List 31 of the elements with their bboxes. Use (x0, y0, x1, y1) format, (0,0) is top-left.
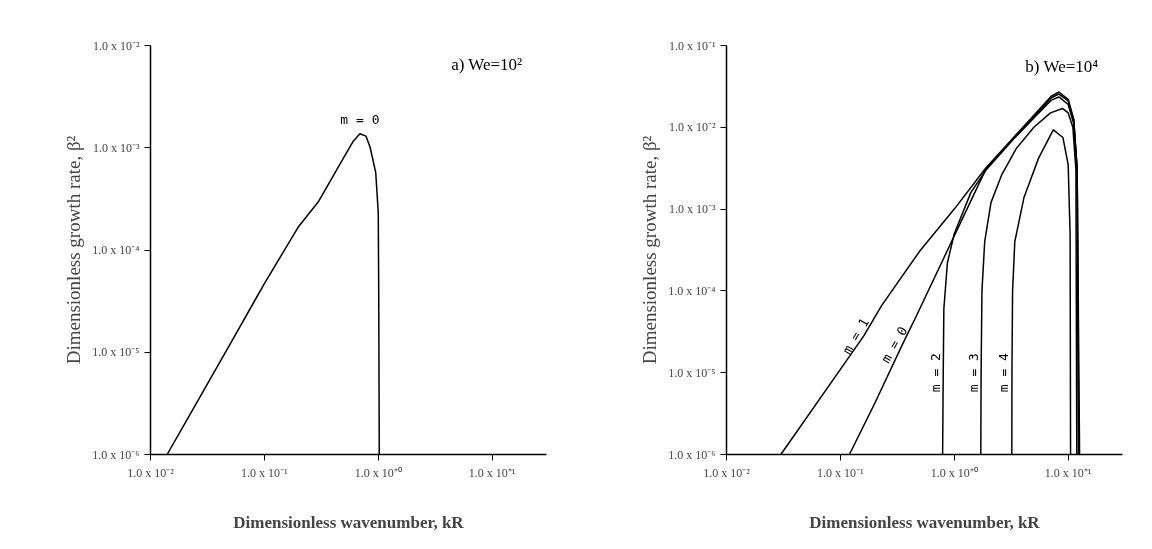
y-tick-label: 1.0 x 10⁻² (92, 38, 140, 53)
y-tick-label: 1.0 x 10⁻⁶ (668, 447, 716, 462)
y-tick-label: 1.0 x 10⁻³ (668, 202, 716, 217)
x-tick-label: 1.0 x 10⁺¹ (1044, 465, 1092, 480)
x-tick-label: 1.0 x 10⁻² (703, 465, 751, 480)
x-tick-label: 1.0 x 10⁺¹ (468, 465, 516, 480)
annotation: m = 3 (965, 353, 981, 393)
y-tick-label: 1.0 x 10⁻³ (92, 140, 140, 155)
y-tick-label: 1.0 x 10⁻² (668, 120, 716, 135)
y-tick-label: 1.0 x 10⁻⁴ (668, 283, 716, 298)
text: b) We=10⁴ (1025, 56, 1099, 76)
annotation: m = 2 (927, 353, 943, 393)
annotation: m = 0 (878, 323, 911, 366)
x-tick-label: 1.0 x 10⁺⁰ (930, 465, 978, 480)
text: a) We=10² (451, 54, 523, 74)
y-tick-label: 1.0 x 10⁻⁴ (92, 243, 140, 257)
x-tick-label: 1.0 x 10⁺⁰ (354, 465, 402, 480)
annotation: m = 1 (839, 315, 872, 357)
x-tick-label: 1.0 x 10⁻¹ (817, 465, 865, 480)
x-tick-label: 1.0 x 10⁻² (127, 465, 175, 480)
y-tick-label: 1.0 x 10⁻⁶ (92, 447, 140, 462)
y-axis-title: Dimensionless growth rate, β² (63, 135, 85, 365)
y-tick-label: 1.0 x 10⁻¹ (668, 38, 716, 53)
annotation: m = 4 (996, 352, 1012, 393)
y-axis-title: Dimensionless growth rate, β² (639, 135, 661, 365)
x-axis-title: Dimensionless wavenumber, kR (233, 512, 465, 532)
x-tick-label: 1.0 x 10⁻¹ (241, 465, 289, 480)
annotation: m = 0 (340, 112, 380, 128)
y-tick-label: 1.0 x 10⁻⁵ (668, 365, 716, 380)
y-tick-label: 1.0 x 10⁻⁵ (92, 345, 140, 360)
x-axis-title: Dimensionless wavenumber, kR (809, 512, 1041, 532)
